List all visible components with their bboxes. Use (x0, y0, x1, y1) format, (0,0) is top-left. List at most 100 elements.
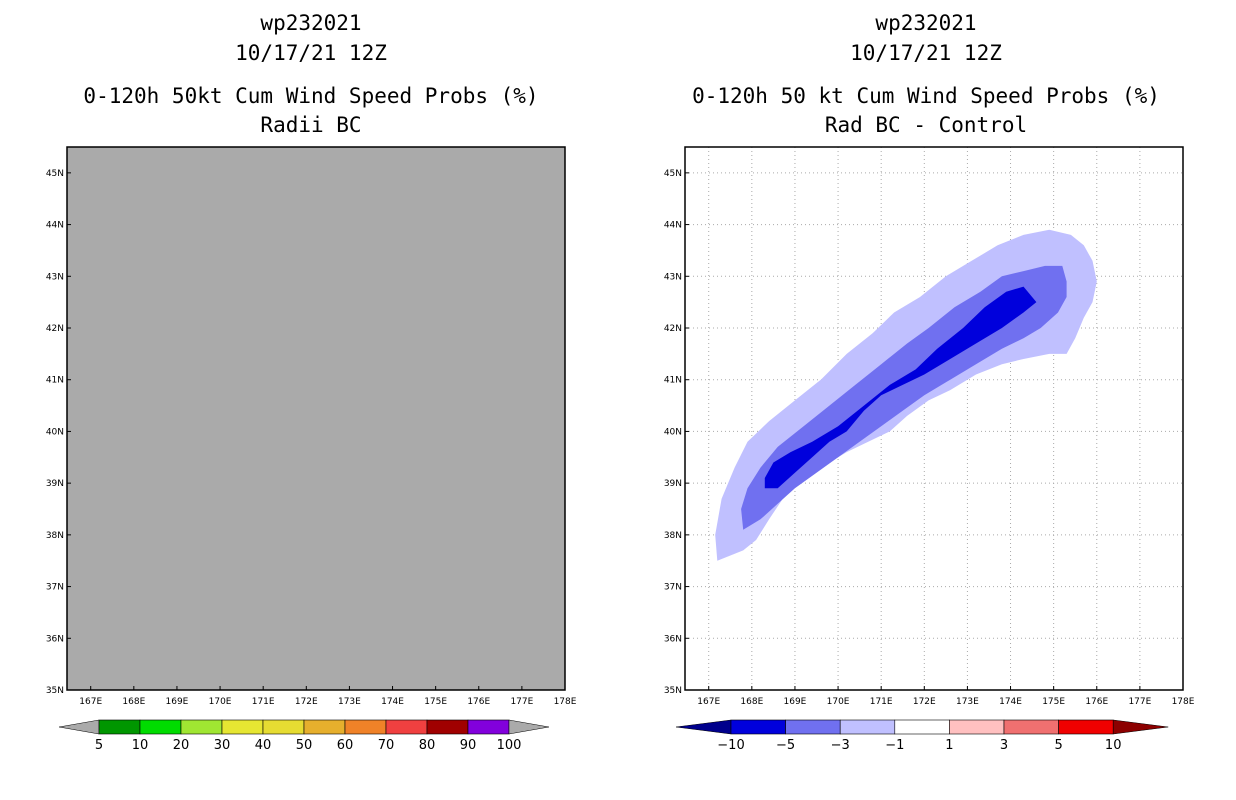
x-tick-label: 171E (252, 697, 275, 707)
x-tick-label: 172E (913, 697, 936, 707)
y-tick-label: 36N (664, 634, 682, 644)
y-tick-label: 42N (664, 324, 682, 334)
colorbar-swatch (949, 719, 1005, 735)
y-tick-label: 44N (664, 221, 682, 231)
colorbar-swatch (303, 719, 346, 735)
x-tick-label: 174E (999, 697, 1022, 707)
plot-area (685, 147, 1183, 690)
x-tick-label: 175E (424, 697, 447, 707)
y-tick-label: 38N (46, 531, 64, 541)
y-tick-label: 43N (46, 272, 64, 282)
colorbar-swatch (467, 719, 510, 735)
x-tick-label: 169E (784, 697, 807, 707)
colorbar-label: 70 (378, 738, 395, 753)
colorbar-swatch (730, 719, 786, 735)
colorbar-label: −10 (717, 738, 744, 753)
x-tick-label: 168E (122, 697, 145, 707)
title-line: 0-120h 50kt Cum Wind Speed Probs (%) (83, 84, 538, 108)
colorbar-label: 1 (945, 738, 953, 753)
colorbar-low-arrow (675, 719, 732, 735)
title-line: wp232021 (875, 11, 976, 35)
colorbar-label: 100 (497, 738, 522, 753)
y-tick-label: 45N (664, 169, 682, 179)
colorbar-swatch (344, 719, 387, 735)
x-tick-label: 171E (870, 697, 893, 707)
y-tick-label: 38N (664, 531, 682, 541)
y-tick-label: 39N (46, 479, 64, 489)
x-tick-label: 178E (1172, 697, 1195, 707)
y-tick-label: 40N (664, 427, 682, 437)
y-tick-label: 39N (664, 479, 682, 489)
x-tick-label: 170E (827, 697, 850, 707)
contour-2 (764, 286, 1037, 489)
y-tick-label: 37N (46, 583, 64, 593)
x-tick-label: 173E (338, 697, 361, 707)
colorbar-swatch (98, 719, 141, 735)
x-tick-label: 174E (381, 697, 404, 707)
plot-frame (66, 146, 566, 691)
title-line: Radii BC (260, 113, 361, 137)
colorbar-label: 90 (460, 738, 477, 753)
title-line: 0-120h 50 kt Cum Wind Speed Probs (%) (692, 84, 1160, 108)
title-line: Rad BC - Control (825, 113, 1027, 137)
y-tick-label: 35N (664, 686, 682, 696)
colorbar-label: 40 (255, 738, 272, 753)
x-tick-label: 177E (510, 697, 533, 707)
y-tick-label: 41N (46, 376, 64, 386)
x-tick-label: 176E (467, 697, 490, 707)
colorbar-swatch (262, 719, 305, 735)
colorbar-label: 60 (337, 738, 354, 753)
colorbar-label: 10 (1105, 738, 1122, 753)
colorbar-swatch (221, 719, 264, 735)
colorbar-swatch (785, 719, 841, 735)
y-tick-label: 43N (664, 272, 682, 282)
colorbar-label: 3 (1000, 738, 1008, 753)
colorbar-label: −1 (885, 738, 904, 753)
plot-frame (684, 146, 1184, 691)
plot-area (67, 147, 565, 690)
colorbar-low-arrow (58, 719, 100, 735)
colorbar-swatch (139, 719, 182, 735)
y-tick-label: 36N (46, 634, 64, 644)
colorbar-label: 20 (173, 738, 190, 753)
colorbar-swatch (180, 719, 223, 735)
colorbar-label: 80 (419, 738, 436, 753)
colorbar-label: 5 (1054, 738, 1062, 753)
y-tick-label: 37N (664, 583, 682, 593)
x-tick-label: 178E (554, 697, 577, 707)
x-tick-label: 168E (740, 697, 763, 707)
colorbar-swatch (839, 719, 896, 735)
title-line: wp232021 (260, 11, 361, 35)
colorbar-label: 5 (95, 738, 103, 753)
x-tick-label: 170E (209, 697, 232, 707)
colorbar-swatch (1058, 719, 1114, 735)
colorbar-swatch (894, 719, 950, 735)
x-tick-label: 167E (79, 697, 102, 707)
x-tick-label: 175E (1042, 697, 1065, 707)
colorbar-high-arrow (508, 719, 550, 735)
colorbar-label: 10 (132, 738, 149, 753)
colorbar-swatch (1003, 719, 1059, 735)
colorbar-label: 50 (296, 738, 313, 753)
colorbar-label: −5 (776, 738, 795, 753)
colorbar-label: −3 (831, 738, 850, 753)
colorbar-high-arrow (1112, 719, 1169, 735)
x-tick-label: 167E (697, 697, 720, 707)
panel-left: wp232021 10/17/21 12Z 0-120h 50kt Cum Wind… (46, 11, 577, 753)
y-tick-label: 41N (664, 376, 682, 386)
title-line: 10/17/21 12Z (235, 41, 387, 65)
x-tick-label: 169E (166, 697, 189, 707)
x-tick-label: 176E (1085, 697, 1108, 707)
title-line: 10/17/21 12Z (850, 41, 1002, 65)
colorbar-swatch (385, 719, 428, 735)
y-tick-label: 45N (46, 169, 64, 179)
panel-right: wp232021 10/17/21 12Z 0-120h 50 kt Cum Win… (664, 11, 1195, 753)
y-tick-label: 44N (46, 221, 64, 231)
x-tick-label: 173E (956, 697, 979, 707)
x-tick-label: 172E (295, 697, 318, 707)
y-tick-label: 40N (46, 427, 64, 437)
colorbar-swatch (426, 719, 469, 735)
colorbar-label: 30 (214, 738, 231, 753)
x-tick-label: 177E (1128, 697, 1151, 707)
